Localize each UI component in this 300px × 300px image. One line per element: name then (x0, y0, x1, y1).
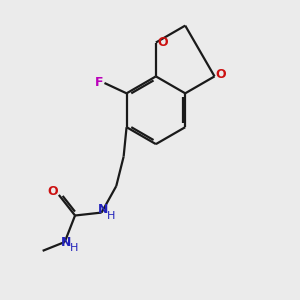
Text: H: H (70, 243, 79, 253)
Text: N: N (61, 236, 71, 248)
Text: O: O (216, 68, 226, 81)
Text: O: O (157, 36, 168, 49)
Text: O: O (48, 185, 58, 199)
Text: N: N (98, 202, 108, 215)
Text: H: H (107, 211, 115, 221)
Text: F: F (95, 76, 103, 88)
